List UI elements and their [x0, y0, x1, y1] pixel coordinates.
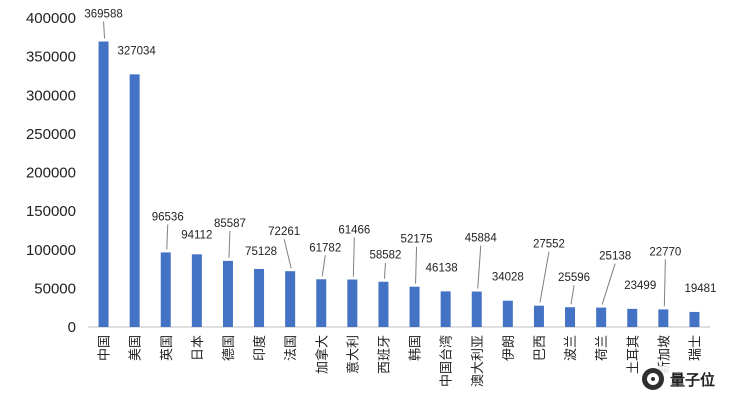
leader-line: [321, 255, 326, 277]
category-label: 德国: [222, 335, 237, 361]
bar: [658, 309, 669, 327]
bar: [347, 279, 358, 327]
leader-line: [477, 245, 482, 289]
bar: [160, 252, 171, 327]
category-labels: 中国 美国 英国 日本 德国 印度 法国 加拿大 意大利 西班牙 韩国 中国台湾 澳大利亚 伊朗 巴西 波兰荷…: [98, 335, 704, 387]
category-label: 荷兰: [595, 335, 610, 361]
data-label: 52175: [401, 234, 433, 246]
data-label: 72261: [268, 226, 300, 238]
data-label: 25596: [558, 272, 590, 284]
y-tick-label: 250000: [26, 126, 76, 143]
bars: [98, 41, 700, 327]
leader-line: [228, 230, 231, 258]
category-label: 意大利: [345, 335, 361, 374]
leader-line: [415, 246, 418, 284]
data-label: 327034: [117, 45, 156, 57]
leader-line: [383, 262, 386, 279]
category-label: 韩国: [409, 335, 424, 361]
leader-line: [103, 21, 106, 39]
bar: [471, 291, 482, 327]
category-label: 中国台湾: [439, 335, 455, 387]
data-label: 19481: [684, 283, 716, 295]
bar: [596, 307, 607, 327]
data-label: 58582: [369, 250, 401, 262]
category-label: 美国: [129, 335, 144, 361]
data-label: 61782: [309, 242, 341, 254]
category-label: 英国: [160, 335, 175, 361]
y-tick-label: 100000: [26, 242, 76, 259]
category-label: 加拿大: [314, 335, 330, 374]
bar: [409, 286, 420, 327]
leader-line: [601, 263, 616, 305]
category-label: 土耳其: [626, 335, 641, 374]
category-label: 伊朗: [502, 335, 517, 361]
data-label: 27552: [533, 239, 565, 251]
category-label: 西班牙: [377, 335, 392, 374]
watermark-text: 量子位: [669, 370, 715, 389]
y-tick-label: 150000: [26, 203, 76, 220]
data-label: 22770: [649, 246, 681, 258]
data-label: 96536: [152, 211, 184, 223]
category-label: 印度: [252, 335, 268, 361]
data-label: 75128: [245, 246, 277, 258]
watermark: 量子位: [637, 366, 719, 392]
bar: [254, 268, 265, 327]
bar: [533, 305, 544, 327]
data-label: 369588: [84, 8, 122, 20]
bar: [98, 41, 109, 327]
category-label: 法国: [284, 335, 299, 361]
data-label: 45884: [465, 233, 498, 245]
data-label: 61466: [338, 225, 370, 237]
leader-line: [539, 251, 550, 303]
leader-line: [570, 285, 575, 305]
y-tick-label: 50000: [34, 280, 76, 297]
bar: [627, 308, 638, 327]
bar: [378, 281, 389, 327]
data-label: 94112: [181, 229, 212, 241]
leader-lines: [103, 21, 666, 307]
y-tick-label: 350000: [26, 49, 76, 66]
bar: [191, 254, 202, 327]
leader-line: [352, 237, 355, 277]
y-tick-label: 400000: [26, 10, 76, 27]
bar: [222, 260, 233, 327]
bar: [440, 291, 451, 327]
category-label: 日本: [191, 335, 206, 361]
bar: [285, 271, 296, 327]
bar: [689, 311, 700, 327]
data-label: 23499: [624, 280, 656, 292]
bar: [565, 307, 576, 327]
data-label: 85587: [214, 218, 246, 230]
y-axis: 0 50000 100000 150000 200000 250000 300000 3500…: [26, 10, 76, 336]
data-label: 25138: [599, 251, 631, 263]
data-label: 46138: [426, 262, 458, 274]
y-tick-label: 200000: [26, 165, 76, 182]
category-label: 中国: [98, 335, 113, 361]
category-label: 波兰: [564, 335, 579, 361]
leader-line: [663, 259, 666, 307]
y-tick-label: 0: [68, 319, 76, 336]
data-label: 34028: [492, 272, 524, 284]
bar: [316, 279, 327, 327]
category-label: 澳大利亚: [470, 335, 486, 387]
bar: [129, 74, 140, 327]
leader-line: [283, 239, 292, 269]
y-tick-label: 300000: [26, 87, 76, 104]
leader-line: [166, 224, 169, 250]
qbitai-logo-icon: [641, 368, 664, 390]
bar: [502, 300, 513, 327]
category-label: 巴西: [533, 335, 548, 361]
category-label: 新加坡: [656, 335, 672, 374]
category-label: 瑞士: [688, 335, 703, 361]
